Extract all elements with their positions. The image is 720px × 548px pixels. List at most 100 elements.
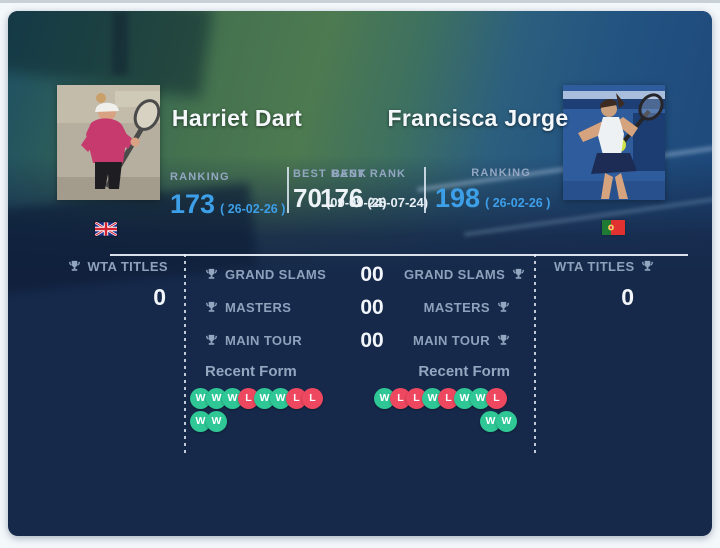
recent-form-label-left: Recent Form <box>205 363 297 380</box>
ranking-value-right: 198 <box>435 183 481 213</box>
ranking-block-right: RANKING 198 ( 26-02-26 ) <box>435 167 551 214</box>
stat-label-left: GRAND SLAMS <box>198 267 340 282</box>
stat-values: 00 <box>340 329 404 353</box>
form-result: W <box>454 388 475 409</box>
stat-label-text: MASTERS <box>225 300 292 315</box>
best-rank-date-b: (28-07-24) <box>367 195 429 210</box>
net-post <box>112 11 128 75</box>
ranking-block-left: RANKING 173 ( 26-02-26 ) <box>170 167 285 220</box>
form-result: L <box>286 388 307 409</box>
wta-titles-row-left: WTA TITLES <box>68 259 168 274</box>
stat-label-text: MASTERS <box>423 300 490 315</box>
wta-titles-value-left: 0 <box>153 284 166 310</box>
stats-dashed-divider-left <box>184 254 186 454</box>
wta-titles-block-left: WTA TITLES 0 <box>48 258 168 311</box>
best-rank-block: BEST RANK BEST RANK 70 (09-09-24) 176 (28-… <box>293 167 428 217</box>
wta-titles-label-left: WTA TITLES <box>87 259 168 274</box>
trophy-icon <box>641 260 654 273</box>
best-rank-value-a: 70 <box>293 183 322 213</box>
ranking-line-left: 173 ( 26-02-26 ) <box>170 189 285 220</box>
best-rank-value-b: 176 <box>320 183 364 213</box>
ranking-label-right: RANKING <box>471 167 531 179</box>
form-result: L <box>406 388 427 409</box>
form-result: W <box>206 388 227 409</box>
wta-titles-value-right: 0 <box>621 284 634 310</box>
wta-titles-row-right: WTA TITLES <box>554 259 654 274</box>
stat-label-right: GRAND SLAMS <box>404 267 529 282</box>
wta-titles-block-right: WTA TITLES 0 <box>554 258 668 311</box>
best-rank-line-a: 70 (09-09-24) <box>293 183 387 214</box>
stat-value-left: 0 <box>360 328 372 352</box>
form-result: L <box>238 388 259 409</box>
trophy-icon <box>205 334 218 347</box>
player-photo-left <box>57 85 160 200</box>
recent-form-label-right: Recent Form <box>418 363 510 380</box>
form-result: W <box>270 388 291 409</box>
stat-values: 00 <box>340 296 404 320</box>
stat-value-left: 0 <box>360 262 372 286</box>
form-result: L <box>486 388 507 409</box>
stat-value-right: 0 <box>372 295 384 319</box>
trophy-icon <box>68 260 81 273</box>
player-name-right: Francisca Jorge <box>387 105 569 131</box>
player-name-left: Harriet Dart <box>171 105 303 131</box>
form-result: W <box>422 388 443 409</box>
portugal-flag-icon <box>602 220 625 235</box>
stat-label-text: GRAND SLAMS <box>404 267 506 282</box>
best-rank-line-b: 176 (28-07-24) <box>320 183 428 214</box>
best-rank-label-b: BEST RANK <box>332 168 407 180</box>
best-rank-date-a: (09-09-24) <box>325 195 387 210</box>
trophy-icon <box>512 268 525 281</box>
stat-row-masters: MASTERS 00 MASTERS <box>198 291 514 324</box>
form-result: L <box>390 388 411 409</box>
form-result: W <box>222 388 243 409</box>
form-result: W <box>480 411 501 432</box>
ranking-date-right: ( 26-02-26 ) <box>485 196 551 210</box>
trophy-icon <box>205 301 218 314</box>
match-comparison-card: Harriet Dart Francisca Jorge RANKING 173… <box>8 11 712 536</box>
stat-label-left: MAIN TOUR <box>198 333 340 348</box>
form-result: W <box>470 388 491 409</box>
form-result: W <box>206 411 227 432</box>
stats-top-border <box>110 254 688 256</box>
form-result: L <box>302 388 323 409</box>
stat-value-right: 0 <box>372 262 384 286</box>
trophy-icon <box>497 301 510 314</box>
stat-value-right: 0 <box>372 328 384 352</box>
stat-label-right: MAIN TOUR <box>404 333 514 348</box>
ranking-value-left: 173 <box>170 189 216 219</box>
page-top-border <box>0 0 720 3</box>
wta-titles-label-right: WTA TITLES <box>554 259 635 274</box>
trophy-icon <box>497 334 510 347</box>
stat-label-text: MAIN TOUR <box>225 333 303 348</box>
player-photo-right <box>563 85 665 200</box>
stat-row-grand-slams: GRAND SLAMS 00 GRAND SLAMS <box>198 258 514 291</box>
stat-label-left: MASTERS <box>198 300 340 315</box>
ranking-line-right: 198 ( 26-02-26 ) <box>435 183 551 214</box>
ranking-divider-right <box>424 167 426 213</box>
form-result: W <box>374 388 395 409</box>
best-rank-label-a: BEST RANK <box>293 168 368 180</box>
stats-dashed-divider-right <box>534 254 536 454</box>
ranking-date-left: ( 26-02-26 ) <box>220 202 286 216</box>
stat-value-left: 0 <box>360 295 372 319</box>
uk-flag-icon <box>95 222 117 236</box>
ranking-label-left: RANKING <box>170 171 230 183</box>
stat-row-main-tour: MAIN TOUR 00 MAIN TOUR <box>198 324 514 357</box>
center-stats: GRAND SLAMS 00 GRAND SLAMS MASTERS 00 MA… <box>198 258 514 357</box>
stat-values: 00 <box>340 263 404 287</box>
ranking-divider-left <box>287 167 289 213</box>
form-result: L <box>438 388 459 409</box>
form-result: W <box>254 388 275 409</box>
stat-label-right: MASTERS <box>404 300 514 315</box>
stat-label-text: GRAND SLAMS <box>225 267 327 282</box>
form-result: W <box>496 411 517 432</box>
form-result: W <box>190 411 211 432</box>
stat-label-text: MAIN TOUR <box>412 333 490 348</box>
form-result: W <box>190 388 211 409</box>
trophy-icon <box>205 268 218 281</box>
